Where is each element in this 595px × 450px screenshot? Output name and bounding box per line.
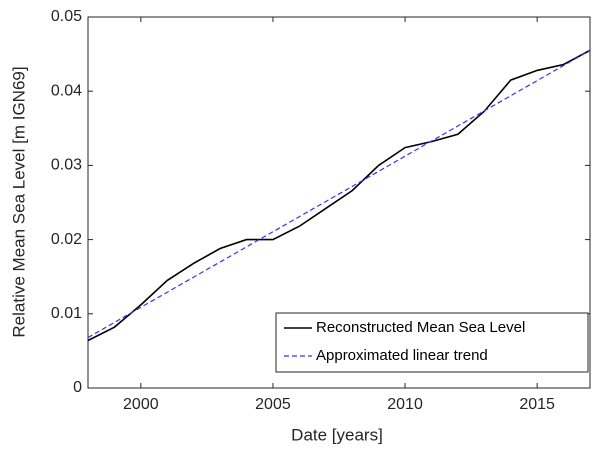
legend-label: Approximated linear trend — [316, 347, 488, 364]
y-tick-label: 0.03 — [51, 157, 82, 174]
x-tick-label: 2015 — [519, 396, 555, 413]
y-tick-label: 0.02 — [51, 231, 82, 248]
x-axis-title: Date [years] — [291, 425, 383, 444]
y-tick-label: 0.05 — [51, 8, 82, 25]
y-tick-label: 0 — [73, 379, 82, 396]
legend-label: Reconstructed Mean Sea Level — [316, 319, 525, 336]
data-line — [87, 49, 591, 339]
data-line — [87, 49, 591, 342]
y-axis-title: Relative Mean Sea Level [m IGN69] — [9, 66, 28, 337]
x-tick-label: 2005 — [255, 396, 291, 413]
y-tick-label: 0.04 — [51, 82, 82, 99]
legend: Reconstructed Mean Sea Level Approximated… — [275, 312, 589, 373]
x-tick-label: 2000 — [123, 396, 159, 413]
legend-box — [275, 312, 589, 373]
y-tick-label: 0.01 — [51, 305, 82, 322]
x-tick-label: 2010 — [387, 396, 423, 413]
